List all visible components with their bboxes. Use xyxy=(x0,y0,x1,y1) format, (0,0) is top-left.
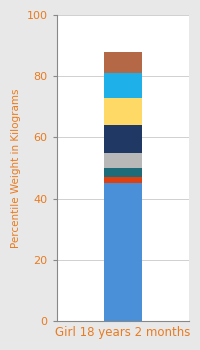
Bar xyxy=(104,52,142,73)
Y-axis label: Percentile Weight in Kilograms: Percentile Weight in Kilograms xyxy=(11,88,21,248)
Bar xyxy=(104,125,142,153)
Bar xyxy=(104,73,142,98)
Bar xyxy=(104,98,142,125)
Bar xyxy=(104,183,142,321)
Bar xyxy=(104,177,142,183)
Bar xyxy=(104,153,142,168)
Bar xyxy=(104,168,142,177)
